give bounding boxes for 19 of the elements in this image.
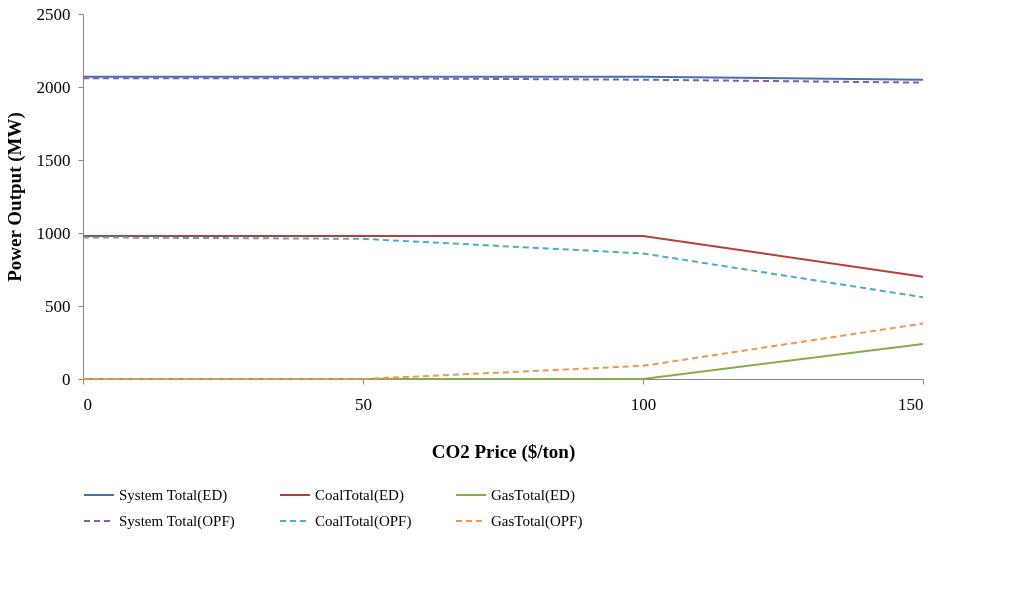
legend-label: GasTotal(OPF) xyxy=(491,513,583,530)
legend-label: System Total(ED) xyxy=(119,487,228,504)
line-series xyxy=(82,236,924,299)
x-tick-label: 0 xyxy=(83,394,92,414)
y-tick-label: 2500 xyxy=(36,4,71,24)
y-tick-label: 1000 xyxy=(36,223,71,243)
y-tick-label: 1500 xyxy=(36,150,71,170)
legend-label: CoalTotal(ED) xyxy=(315,487,404,504)
y-tick-label: 2000 xyxy=(36,77,71,97)
x-tick-label: 100 xyxy=(630,394,657,414)
x-tick-label: 50 xyxy=(355,394,372,414)
legend-label: System Total(OPF) xyxy=(119,513,235,530)
legend-label: CoalTotal(OPF) xyxy=(315,513,412,530)
x-tick-label: 150 xyxy=(898,394,924,414)
y-axis-title: Power Output (MW) xyxy=(3,112,26,282)
legend-label: GasTotal(ED) xyxy=(491,487,575,504)
x-axis-title: CO2 Price ($/ton) xyxy=(431,440,576,463)
y-tick-label: 0 xyxy=(62,369,71,389)
y-tick-label: 500 xyxy=(45,296,71,316)
